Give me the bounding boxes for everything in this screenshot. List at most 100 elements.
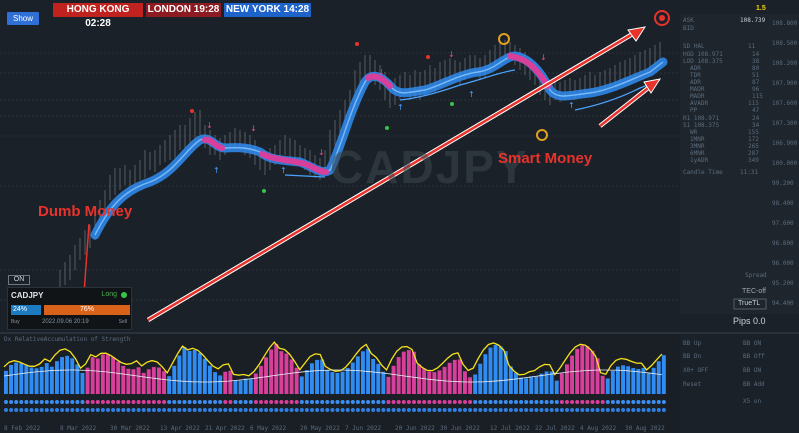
- svg-text:1yADR: 1yADR: [690, 157, 708, 164]
- oscillator-bar: [570, 355, 574, 394]
- oscillator-dot: [264, 408, 269, 412]
- svg-text:↑: ↑: [468, 90, 475, 99]
- oscillator-dot: [146, 408, 151, 412]
- oscillator-bar: [253, 373, 258, 394]
- oscillator-dot: [24, 408, 29, 412]
- oscillator-dot: [238, 408, 243, 412]
- oscillator-dot: [371, 400, 376, 404]
- oscillator-dot: [417, 408, 422, 412]
- oscillator-dot: [539, 400, 544, 404]
- oscillator-dot: [498, 400, 503, 404]
- oscillator-dot: [60, 408, 65, 412]
- show-button[interactable]: Show: [7, 12, 39, 25]
- oscillator-dot: [345, 400, 350, 404]
- oscillator-dot: [116, 400, 121, 404]
- oscillator-dot: [412, 408, 416, 412]
- oscillator-dot: [187, 400, 192, 404]
- oscillator-bar: [238, 380, 243, 394]
- svg-text:Candle Time: Candle Time: [683, 169, 723, 176]
- oscillator-bar: [340, 371, 345, 394]
- oscillator-dot: [9, 408, 14, 412]
- oscillator-dot: [345, 408, 350, 412]
- oscillator-dot: [111, 408, 116, 412]
- oscillator-dot: [554, 408, 559, 412]
- oscillator-dot: [396, 408, 401, 412]
- oscillator-dot: [304, 400, 309, 404]
- oscillator-bar: [600, 375, 605, 394]
- svg-text:↑: ↑: [568, 101, 575, 110]
- oscillator-bar: [75, 364, 80, 394]
- oscillator-dot: [157, 400, 161, 404]
- svg-text:R1 108.971: R1 108.971: [683, 115, 720, 122]
- oscillator-bar: [616, 366, 620, 394]
- oscillator-dot: [488, 400, 493, 404]
- oscillator-dot: [483, 400, 488, 404]
- svg-text:108.200: 108.200: [772, 60, 798, 67]
- oscillator-bar: [386, 376, 391, 394]
- oscillator-bar: [626, 366, 631, 394]
- oscillator-bar: [656, 361, 661, 394]
- oscillator-bar: [19, 363, 24, 394]
- oscillator-dot: [406, 400, 411, 404]
- on-toggle[interactable]: ON: [8, 275, 30, 285]
- oscillator-dot: [29, 400, 34, 404]
- oscillator-dot: [355, 400, 360, 404]
- oscillator-dot: [483, 408, 488, 412]
- true-tl-button[interactable]: TrueTL: [738, 300, 761, 307]
- svg-text:115: 115: [752, 93, 763, 100]
- oscillator-dot: [534, 408, 539, 412]
- buy-percentage: 24%: [11, 305, 41, 315]
- oscillator-dot: [172, 400, 177, 404]
- oscillator-bar: [279, 351, 284, 394]
- oscillator-dot: [554, 400, 559, 404]
- oscillator-bar: [631, 368, 636, 394]
- trend-arrow-icon: [146, 26, 647, 322]
- sell-label: Sell: [118, 319, 127, 325]
- oscillator-dot: [233, 408, 238, 412]
- oscillator-bar: [457, 359, 462, 394]
- oscillator-bar: [483, 354, 488, 394]
- oscillator-bar: [361, 351, 365, 394]
- oscillator-dot: [213, 400, 218, 404]
- oscillator-dot: [95, 408, 100, 412]
- oscillator-dot: [376, 408, 381, 412]
- oscillator-dot: [478, 400, 483, 404]
- oscillator-bar: [447, 362, 452, 394]
- oscillator-dot: [463, 400, 467, 404]
- oscillator-dot: [243, 408, 248, 412]
- svg-text:20 May 2022: 20 May 2022: [300, 425, 340, 432]
- svg-text:X5 on: X5 on: [743, 398, 761, 405]
- svg-text:12 Jul 2022: 12 Jul 2022: [490, 425, 530, 432]
- svg-text:X0+ OFF: X0+ OFF: [683, 367, 709, 374]
- svg-text:↑: ↑: [397, 103, 404, 112]
- session-time: 14:28: [283, 4, 310, 15]
- svg-text:108.739: 108.739: [740, 17, 766, 24]
- oscillator-bar: [508, 366, 513, 394]
- oscillator-dot: [595, 400, 600, 404]
- oscillator-dot: [600, 400, 605, 404]
- signal-ring-icon: [498, 33, 510, 45]
- oscillator-dot: [432, 408, 437, 412]
- oscillator-dot: [75, 408, 80, 412]
- oscillator-dot: [473, 408, 478, 412]
- svg-text:4 Aug 2022: 4 Aug 2022: [580, 425, 617, 432]
- svg-text:AVADR: AVADR: [690, 100, 708, 107]
- oscillator-dot: [90, 400, 95, 404]
- oscillator-bar: [422, 368, 427, 394]
- oscillator-bar: [371, 358, 376, 394]
- oscillator-bar: [39, 366, 44, 394]
- svg-text:PP: PP: [690, 107, 698, 114]
- oscillator-bar: [565, 364, 569, 394]
- oscillator-dot: [401, 400, 406, 404]
- oscillator-bar: [106, 354, 110, 394]
- oscillator-dot: [121, 408, 126, 412]
- oscillator-dot: [264, 400, 269, 404]
- svg-text:11: 11: [748, 43, 756, 50]
- oscillator-bar: [580, 345, 585, 394]
- svg-text:47: 47: [752, 107, 760, 114]
- oscillator-bar: [233, 380, 238, 394]
- svg-text:96.800: 96.800: [772, 240, 794, 247]
- oscillator-dot: [340, 408, 345, 412]
